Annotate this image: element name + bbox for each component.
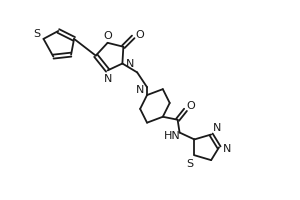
Text: N: N xyxy=(103,74,112,84)
Text: N: N xyxy=(213,123,221,133)
Text: N: N xyxy=(136,85,144,95)
Text: O: O xyxy=(103,31,112,41)
Text: HN: HN xyxy=(164,131,181,141)
Text: N: N xyxy=(223,144,231,154)
Text: S: S xyxy=(186,159,193,169)
Text: O: O xyxy=(136,30,145,40)
Text: S: S xyxy=(33,29,40,39)
Text: N: N xyxy=(126,59,134,69)
Text: O: O xyxy=(186,101,195,111)
